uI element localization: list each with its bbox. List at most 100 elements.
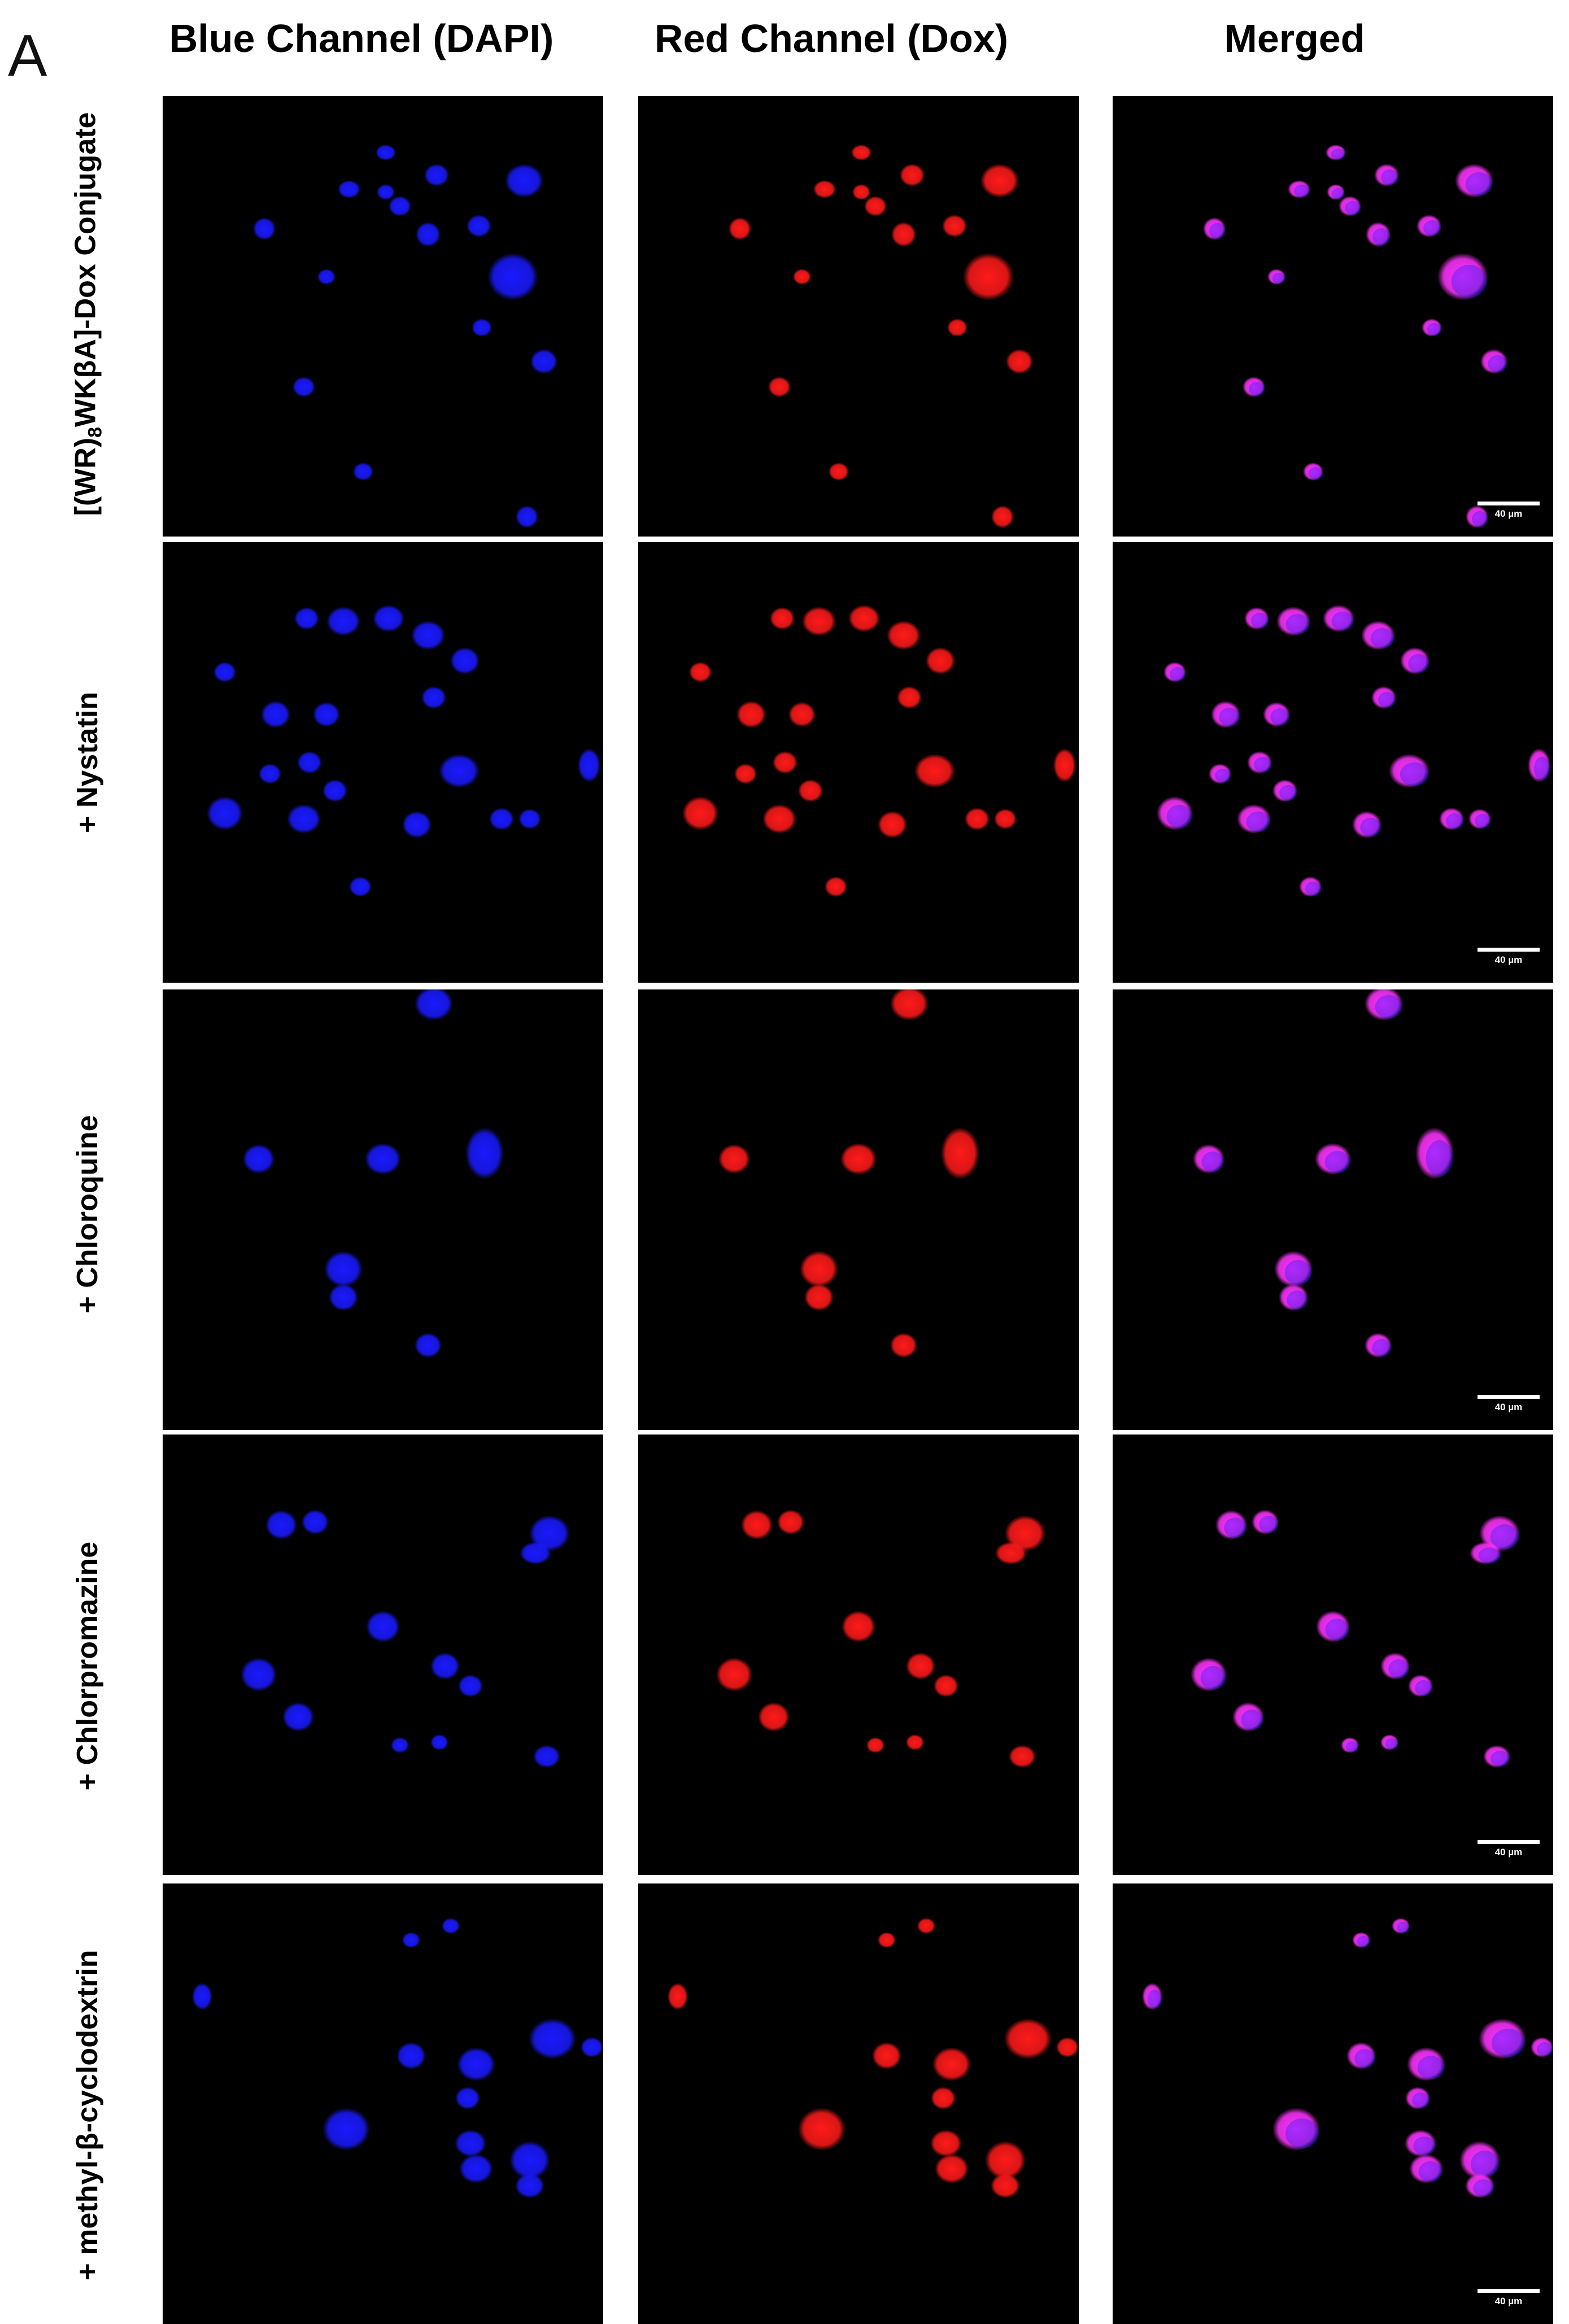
cell-nucleus (1272, 779, 1297, 802)
row-label-conjugate: [(WR)8WKβA]-Dox Conjugate (69, 112, 106, 516)
cell-nucleus (349, 877, 372, 897)
cell-nucleus (1455, 164, 1493, 198)
cell-nucleus (297, 751, 322, 774)
cell-nucleus (578, 748, 600, 782)
cell-overlap (1475, 814, 1490, 829)
cell-nucleus (287, 804, 321, 834)
cell-nucleus (1470, 1542, 1501, 1564)
cell-nucleus (1272, 2108, 1320, 2151)
panel-letter: A (8, 23, 47, 89)
cell-overlap (1147, 1990, 1162, 2009)
cell-nucleus (313, 702, 340, 727)
scale-bar: 40 µm (1478, 948, 1540, 970)
cell-nucleus (932, 2047, 971, 2081)
column-header-merged: Merged (1224, 16, 1365, 60)
row-label-nystatin: + Nystatin (71, 692, 104, 833)
cell-nucleus (995, 1542, 1027, 1564)
cell-nucleus (930, 2130, 962, 2157)
cell-nucleus (1365, 1333, 1392, 1358)
cell-nucleus (1339, 196, 1361, 216)
cell-nucleus (243, 1144, 274, 1174)
cell-nucleus (947, 319, 967, 337)
cell-overlap (1370, 628, 1394, 649)
cell-nucleus (1361, 621, 1395, 650)
cell-nucleus (302, 1510, 329, 1534)
cell-nucleus (472, 319, 492, 337)
cell-overlap (1259, 1516, 1278, 1533)
cell-nucleus (416, 222, 441, 247)
cell-nucleus (1400, 647, 1429, 674)
cell-nucleus (259, 764, 281, 784)
cell-nucleus (1405, 2087, 1430, 2109)
cell-nucleus (802, 607, 836, 636)
micrograph-image (1157, 605, 1550, 897)
cell-overlap (1478, 1547, 1501, 1563)
cell-overlap (1492, 2029, 1525, 2057)
micrograph-image (192, 1918, 603, 2198)
cell-nucleus (1211, 701, 1240, 728)
micrograph-image (243, 989, 504, 1358)
cell-nucleus (689, 662, 712, 682)
micrograph-red-conjugate (638, 96, 1079, 537)
cell-nucleus (1191, 1658, 1227, 1691)
cell-nucleus (1392, 1918, 1410, 1934)
scale-bar: 40 µm (1478, 1395, 1540, 1418)
cell-nucleus (891, 222, 916, 247)
cell-nucleus (1215, 1510, 1247, 1540)
cell-overlap (1331, 612, 1354, 631)
cell-overlap (1241, 1710, 1263, 1730)
cell-nucleus (293, 377, 315, 397)
cell-nucleus (329, 1284, 358, 1311)
cell-overlap (1345, 1741, 1359, 1752)
cell-nucleus (825, 877, 847, 897)
cell-nucleus (1327, 184, 1345, 200)
cell-nucleus (1380, 1734, 1398, 1750)
cell-overlap (1209, 223, 1225, 239)
cell-nucleus (1352, 811, 1381, 838)
micrograph-image (1191, 1510, 1520, 1768)
cell-nucleus (887, 621, 921, 650)
cell-overlap (1251, 613, 1269, 629)
cell-overlap (1284, 1260, 1312, 1285)
cell-nucleus (1408, 1675, 1433, 1697)
cell-nucleus (1193, 1144, 1224, 1174)
cell-nucleus (265, 1510, 297, 1540)
scale-bar-line (1478, 2289, 1540, 2293)
cell-nucleus (1006, 349, 1033, 374)
cell-nucleus (338, 180, 360, 198)
cell-nucleus (365, 1143, 401, 1175)
cell-overlap (1246, 812, 1270, 832)
cell-nucleus (487, 253, 538, 300)
cell-nucleus (377, 184, 395, 200)
cell-nucleus (1480, 349, 1507, 374)
cell-overlap (1305, 882, 1321, 896)
cell-nucleus (917, 1918, 935, 1934)
scale-bar-label: 40 µm (1494, 1847, 1523, 1858)
cell-overlap (1285, 614, 1310, 635)
cell-nucleus (1341, 1737, 1359, 1753)
cell-overlap (1372, 1339, 1391, 1357)
cell-nucleus (773, 751, 797, 774)
cell-nucleus (829, 463, 849, 481)
cell-nucleus (322, 2108, 370, 2151)
cell-overlap (1472, 511, 1488, 527)
cell-overlap (1325, 1619, 1349, 1641)
cell-overlap (1249, 382, 1265, 396)
cell-nucleus (391, 1737, 409, 1753)
cell-nucleus (509, 2141, 550, 2179)
cell-nucleus (840, 1143, 877, 1175)
cell-nucleus (1468, 809, 1491, 829)
cell-overlap (1396, 1922, 1410, 1933)
cell-nucleus (793, 269, 811, 285)
cell-overlap (1272, 273, 1285, 284)
cell-nucleus (1479, 2018, 1526, 2059)
cell-overlap (1423, 220, 1441, 236)
cell-nucleus (430, 1652, 460, 1680)
micrograph-image (207, 605, 600, 897)
cell-nucleus (1274, 1251, 1313, 1287)
cell-nucleus (411, 621, 445, 650)
cell-nucleus (1237, 804, 1271, 834)
cell-nucleus (1346, 2042, 1376, 2069)
cell-nucleus (1366, 222, 1391, 247)
cell-nucleus (741, 1510, 773, 1540)
